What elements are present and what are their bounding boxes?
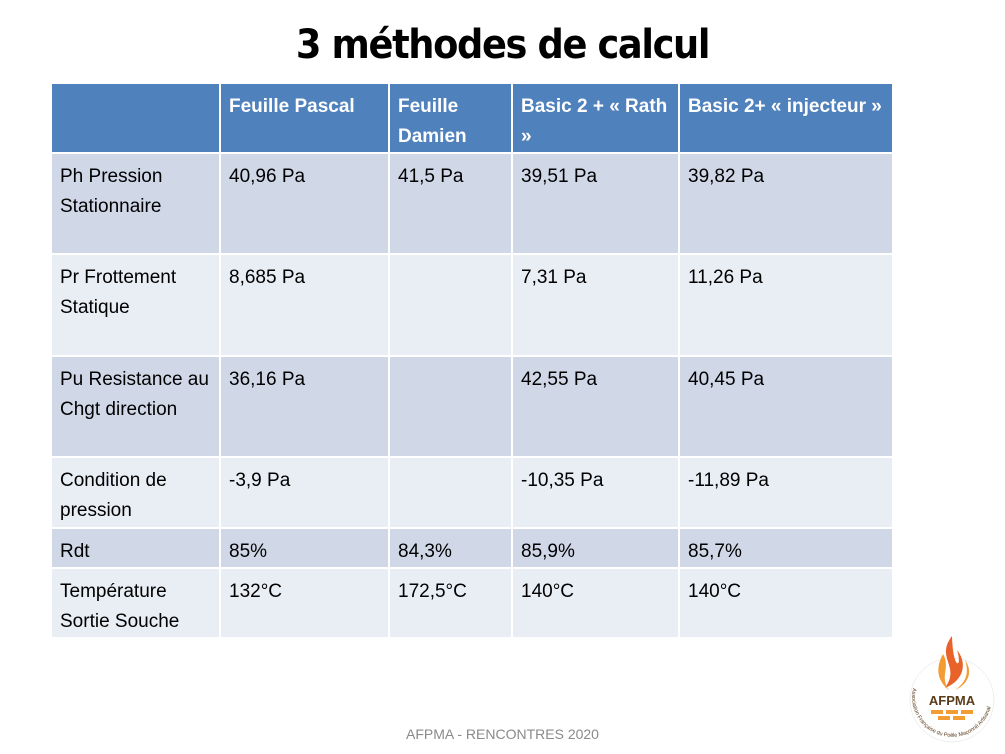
value-cell xyxy=(388,456,513,529)
value-cell: 36,16 Pa xyxy=(219,355,390,458)
value-cell: 140°C xyxy=(511,567,680,639)
slide-title: 3 méthodes de calcul xyxy=(295,22,711,68)
value-cell xyxy=(388,253,513,357)
value-cell: 40,96 Pa xyxy=(219,152,390,255)
value-cell: -11,89 Pa xyxy=(678,456,894,529)
row-label-cell: Rdt xyxy=(50,527,221,569)
value-cell: 140°C xyxy=(678,567,894,639)
header-cell: Basic 2+ « injecteur » xyxy=(678,82,894,154)
row-label-cell: Ph Pression Stationnaire xyxy=(50,152,221,255)
value-cell: 11,26 Pa xyxy=(678,253,894,357)
value-cell: 40,45 Pa xyxy=(678,355,894,458)
value-cell: 85,7% xyxy=(678,527,894,569)
value-cell: 172,5°C xyxy=(388,567,513,639)
value-cell: -10,35 Pa xyxy=(511,456,680,529)
comparison-table: Feuille Pascal Feuille Damien Basic 2 + … xyxy=(50,82,894,639)
value-cell: 132°C xyxy=(219,567,390,639)
footer-text: AFPMA - RENCONTRES 2020 xyxy=(406,726,599,742)
svg-text:AFPMA: AFPMA xyxy=(929,693,976,708)
table-row: Température Sortie Souche 132°C 172,5°C 140… xyxy=(50,567,894,639)
value-cell: -3,9 Pa xyxy=(219,456,390,529)
header-cell xyxy=(50,82,221,154)
value-cell: 8,685 Pa xyxy=(219,253,390,357)
value-cell: 84,3% xyxy=(388,527,513,569)
value-cell: 85,9% xyxy=(511,527,680,569)
value-cell: 42,55 Pa xyxy=(511,355,680,458)
header-row: Feuille Pascal Feuille Damien Basic 2 + … xyxy=(50,82,894,154)
header-cell: Feuille Pascal xyxy=(219,82,390,154)
value-cell: 39,82 Pa xyxy=(678,152,894,255)
row-label-cell: Pr Frottement Statique xyxy=(50,253,221,357)
row-label-cell: Pu Resistance au Chgt direction xyxy=(50,355,221,458)
table-row: Rdt 85% 84,3% 85,9% 85,7% xyxy=(50,527,894,569)
table-row: Ph Pression Stationnaire 40,96 Pa 41,5 Pa 3… xyxy=(50,152,894,255)
table-row: Pr Frottement Statique 8,685 Pa 7,31 Pa 11,… xyxy=(50,253,894,357)
afpma-logo: AFPMA Association Française du Poêle Maç… xyxy=(909,636,995,743)
value-cell: 39,51 Pa xyxy=(511,152,680,255)
table-row: Condition de pression -3,9 Pa -10,35 Pa -11… xyxy=(50,456,894,529)
value-cell: 41,5 Pa xyxy=(388,152,513,255)
row-label-cell: Condition de pression xyxy=(50,456,221,529)
value-cell: 85% xyxy=(219,527,390,569)
header-cell: Basic 2 + « Rath » xyxy=(511,82,680,154)
row-label-cell: Température Sortie Souche xyxy=(50,567,221,639)
value-cell: 7,31 Pa xyxy=(511,253,680,357)
value-cell xyxy=(388,355,513,458)
table-row: Pu Resistance au Chgt direction 36,16 Pa 4… xyxy=(50,355,894,458)
header-cell: Feuille Damien xyxy=(388,82,513,154)
